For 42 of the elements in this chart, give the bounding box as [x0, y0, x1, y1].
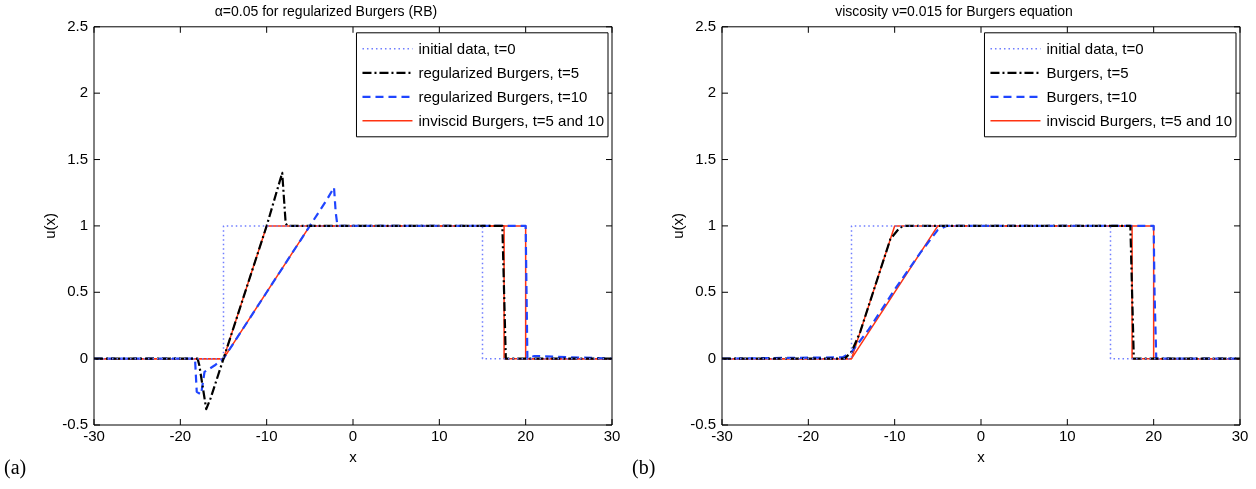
- y-tick-label: 2: [707, 83, 716, 101]
- x-tick-label: -10: [255, 427, 278, 445]
- legend-label: regularized Burgers, t=5: [418, 63, 579, 81]
- x-axis-title: x: [977, 448, 986, 466]
- x-axis-title: x: [349, 448, 358, 466]
- legend-label: initial data, t=0: [1046, 39, 1144, 57]
- x-tick-label: -10: [883, 427, 906, 445]
- x-tick-label: 30: [1231, 427, 1249, 445]
- y-tick-label: 0.5: [695, 282, 716, 300]
- y-tick-label: 1: [707, 216, 716, 234]
- legend-label: inviscid Burgers, t=5 and 10: [418, 111, 605, 129]
- y-tick-label: 0: [79, 348, 88, 366]
- x-tick-label: 20: [517, 427, 535, 445]
- x-tick-label: -20: [169, 427, 192, 445]
- y-tick-label: 2: [79, 83, 88, 101]
- y-tick-label: -0.5: [690, 415, 716, 433]
- legend-label: Burgers, t=5: [1046, 63, 1129, 81]
- x-tick-label: 30: [603, 427, 621, 445]
- y-tick-label: 1: [79, 216, 88, 234]
- legend-label: initial data, t=0: [418, 39, 516, 57]
- x-tick-label: 10: [1058, 427, 1076, 445]
- y-tick-label: 0.5: [67, 282, 88, 300]
- text: (b): [632, 456, 656, 480]
- chart-title: α=0.05 for regularized Burgers (RB): [214, 3, 438, 20]
- x-tick-label: 0: [348, 427, 358, 445]
- text: (a): [4, 456, 27, 480]
- x-tick-label: 10: [430, 427, 448, 445]
- y-axis-title: u(x): [669, 212, 687, 239]
- y-tick-label: 1.5: [67, 149, 88, 167]
- y-tick-label: -0.5: [62, 415, 88, 433]
- x-tick-label: -20: [797, 427, 820, 445]
- y-tick-label: 0: [707, 348, 716, 366]
- chart-title: viscosity ν=0.015 for Burgers equation: [835, 3, 1073, 20]
- x-tick-label: 20: [1145, 427, 1163, 445]
- legend-label: regularized Burgers, t=10: [418, 87, 588, 105]
- y-tick-label: 2.5: [67, 16, 88, 34]
- y-tick-label: 2.5: [695, 16, 716, 34]
- y-axis-title: u(x): [41, 212, 59, 239]
- legend-label: inviscid Burgers, t=5 and 10: [1046, 111, 1233, 129]
- x-tick-label: 0: [976, 427, 986, 445]
- y-tick-label: 1.5: [695, 149, 716, 167]
- legend-label: Burgers, t=10: [1046, 87, 1137, 105]
